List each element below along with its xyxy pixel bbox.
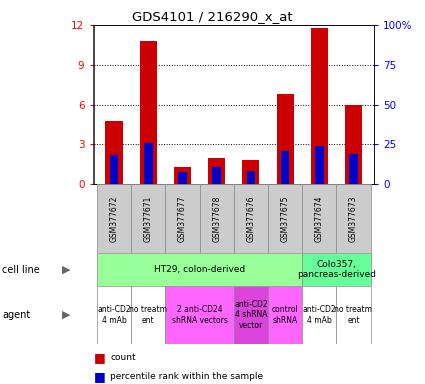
Text: cell line: cell line bbox=[2, 265, 40, 275]
Text: anti-CD2
4 mAb: anti-CD2 4 mAb bbox=[97, 305, 131, 324]
Text: ■: ■ bbox=[94, 370, 105, 383]
Text: GSM377678: GSM377678 bbox=[212, 196, 221, 242]
Bar bbox=[212, 167, 221, 184]
Bar bbox=[345, 104, 362, 184]
Bar bbox=[246, 171, 255, 184]
Bar bbox=[234, 184, 268, 253]
Bar bbox=[268, 286, 302, 344]
Text: percentile rank within the sample: percentile rank within the sample bbox=[110, 372, 264, 381]
Text: control
shRNA: control shRNA bbox=[272, 305, 298, 324]
Text: GSM377671: GSM377671 bbox=[144, 196, 153, 242]
Text: 2 anti-CD24
shRNA vectors: 2 anti-CD24 shRNA vectors bbox=[172, 305, 227, 324]
Text: Colo357,
pancreas-derived: Colo357, pancreas-derived bbox=[297, 260, 376, 280]
Bar bbox=[349, 154, 358, 184]
Text: ▶: ▶ bbox=[62, 265, 70, 275]
Bar bbox=[242, 161, 259, 184]
Text: GSM377675: GSM377675 bbox=[280, 195, 289, 242]
Text: ■: ■ bbox=[94, 351, 105, 364]
Text: GSM377677: GSM377677 bbox=[178, 195, 187, 242]
Bar bbox=[281, 151, 289, 184]
Bar bbox=[97, 253, 302, 286]
Bar bbox=[165, 286, 234, 344]
Bar bbox=[140, 41, 157, 184]
Bar bbox=[302, 253, 371, 286]
Text: no treatm
ent: no treatm ent bbox=[334, 305, 372, 324]
Bar bbox=[105, 121, 122, 184]
Bar bbox=[234, 286, 268, 344]
Text: GSM377673: GSM377673 bbox=[349, 195, 358, 242]
Text: GSM377676: GSM377676 bbox=[246, 195, 255, 242]
Bar bbox=[144, 143, 153, 184]
Text: HT29, colon-derived: HT29, colon-derived bbox=[154, 265, 245, 274]
Bar bbox=[336, 184, 371, 253]
Text: anti-CD2
4 mAb: anti-CD2 4 mAb bbox=[303, 305, 336, 324]
Bar bbox=[200, 184, 234, 253]
Text: no treatm
ent: no treatm ent bbox=[129, 305, 167, 324]
Bar bbox=[208, 158, 225, 184]
Bar bbox=[302, 286, 336, 344]
Text: count: count bbox=[110, 353, 136, 362]
Bar bbox=[165, 184, 200, 253]
Bar bbox=[315, 146, 323, 184]
Bar bbox=[302, 184, 336, 253]
Text: ▶: ▶ bbox=[62, 310, 70, 320]
Bar bbox=[277, 94, 294, 184]
Text: GDS4101 / 216290_x_at: GDS4101 / 216290_x_at bbox=[132, 10, 293, 23]
Text: GSM377674: GSM377674 bbox=[315, 195, 324, 242]
Text: GSM377672: GSM377672 bbox=[110, 196, 119, 242]
Bar bbox=[97, 286, 131, 344]
Text: anti-CD2
4 shRNA
vector: anti-CD2 4 shRNA vector bbox=[234, 300, 268, 330]
Bar bbox=[178, 172, 187, 184]
Bar bbox=[336, 286, 371, 344]
Bar bbox=[97, 184, 131, 253]
Bar bbox=[110, 155, 118, 184]
Bar bbox=[311, 28, 328, 184]
Bar bbox=[131, 286, 165, 344]
Text: agent: agent bbox=[2, 310, 30, 320]
Bar bbox=[268, 184, 302, 253]
Bar bbox=[131, 184, 165, 253]
Bar bbox=[174, 167, 191, 184]
